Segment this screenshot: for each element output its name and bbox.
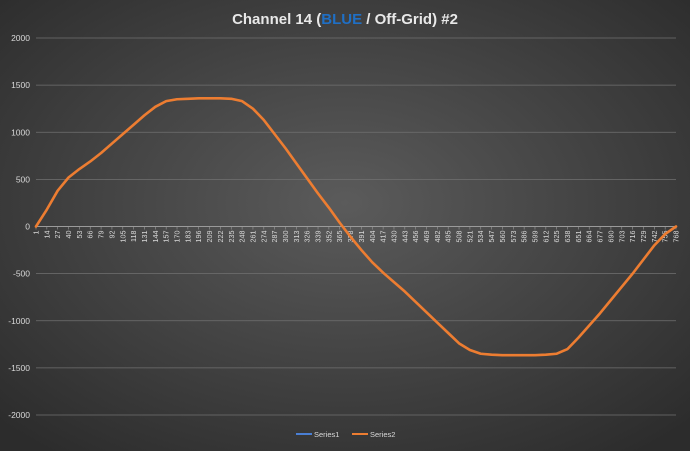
legend-label: Series1	[314, 430, 339, 439]
x-tick-label: 183	[183, 231, 192, 243]
x-tick-label: 352	[324, 231, 333, 243]
y-axis-ticks: 2000 1500 1000 500 0 -500 -1000 -1500 -2000	[8, 33, 30, 420]
x-tick-label: 482	[433, 231, 442, 243]
x-tick-label: 417	[379, 231, 388, 243]
x-tick-label: 664	[585, 231, 594, 243]
x-tick-label: 625	[552, 231, 561, 243]
x-tick-label: 300	[281, 231, 290, 243]
x-tick-label: 430	[389, 231, 398, 243]
x-tick-label: 573	[509, 231, 518, 243]
x-tick-label: 66	[86, 231, 95, 239]
x-tick-label: 391	[357, 231, 366, 243]
x-tick-label: 456	[411, 231, 420, 243]
chart-title-highlight: BLUE	[321, 11, 362, 28]
x-tick-label: 716	[628, 231, 637, 243]
y-tick-label: 1000	[11, 127, 30, 137]
x-tick-label: 235	[227, 231, 236, 243]
x-tick-label: 729	[639, 231, 648, 243]
chart-title-prefix: Channel 14 (	[232, 11, 321, 28]
x-tick-label: 261	[248, 231, 257, 243]
x-tick-label: 365	[335, 231, 344, 243]
x-tick-label: 248	[238, 230, 247, 242]
x-tick-label: 560	[498, 231, 507, 243]
chart-title: Channel 14 (BLUE / Off-Grid) #2	[232, 11, 458, 28]
chart-title-suffix: / Off-Grid) #2	[362, 11, 458, 28]
x-tick-label: 131	[140, 231, 149, 243]
x-tick-label: 40	[64, 231, 73, 239]
x-tick-label: 27	[53, 231, 62, 239]
y-tick-label: 0	[25, 222, 30, 232]
x-tick-label: 274	[259, 231, 268, 243]
x-tick-label: 144	[151, 231, 160, 243]
x-tick-label: 469	[422, 231, 431, 243]
y-tick-label: -500	[13, 269, 30, 279]
y-tick-label: 2000	[11, 33, 30, 43]
x-tick-label: 404	[368, 231, 377, 243]
x-tick-label: 612	[541, 231, 550, 243]
x-axis-ticks: 1 14 27 40 53 66 79 92 105 118 131 144 157 170 183 196 2…	[32, 226, 681, 243]
y-tick-label: -1000	[8, 316, 30, 326]
x-tick-label: 755	[661, 231, 670, 243]
x-tick-label: 326	[303, 231, 312, 243]
series-line-series2	[34, 97, 678, 357]
x-tick-label: 742	[650, 231, 659, 243]
grid-lines	[36, 37, 676, 416]
x-tick-label: 677	[596, 231, 605, 243]
x-tick-label: 599	[530, 231, 539, 243]
x-tick-label: 157	[162, 231, 171, 243]
x-tick-label: 222	[216, 231, 225, 243]
x-tick-label: 79	[97, 231, 106, 239]
x-tick-label: 508	[455, 231, 464, 243]
y-tick-label: -1500	[8, 363, 30, 373]
x-tick-label: 53	[75, 231, 84, 239]
x-tick-label: 14	[42, 231, 51, 239]
x-tick-label: 586	[520, 231, 529, 243]
legend-label: Series2	[370, 430, 395, 439]
x-tick-label: 690	[606, 231, 615, 243]
x-tick-label: 1	[32, 231, 41, 235]
x-tick-label: 651	[574, 231, 583, 243]
y-tick-label: -2000	[8, 410, 30, 420]
x-tick-label: 92	[107, 231, 116, 239]
x-tick-label: 703	[617, 231, 626, 243]
x-tick-label: 521	[465, 231, 474, 243]
y-tick-label: 500	[16, 174, 30, 184]
x-tick-label: 313	[292, 231, 301, 243]
x-tick-label: 443	[400, 231, 409, 243]
x-tick-label: 768	[672, 231, 681, 243]
x-tick-label: 196	[194, 231, 203, 243]
x-tick-label: 495	[444, 231, 453, 243]
x-tick-label: 170	[173, 231, 182, 243]
x-tick-label: 209	[205, 231, 214, 243]
legend: Series1 Series2	[296, 430, 395, 439]
x-tick-label: 339	[314, 231, 323, 243]
x-tick-label: 287	[270, 231, 279, 243]
x-tick-label: 638	[563, 231, 572, 243]
x-tick-label: 118	[129, 231, 138, 242]
series-lines	[34, 97, 678, 357]
x-tick-label: 547	[487, 231, 496, 243]
x-tick-label: 105	[118, 231, 127, 243]
y-tick-label: 1500	[11, 80, 30, 90]
x-tick-label: 534	[476, 231, 485, 243]
